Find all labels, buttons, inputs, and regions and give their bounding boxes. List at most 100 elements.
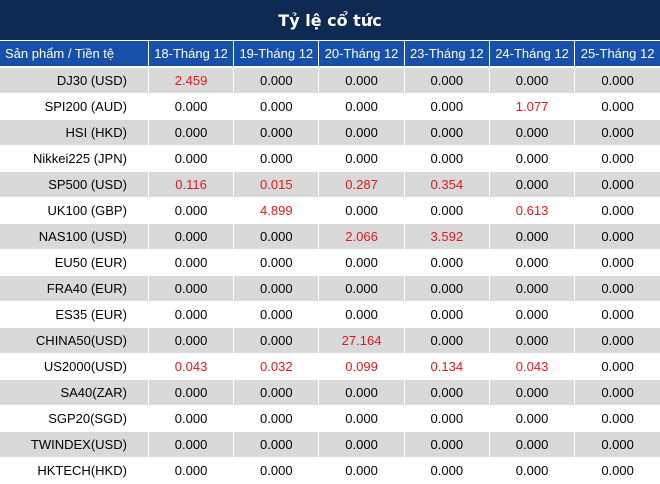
dividend-value-cell: 0.354 [404,171,490,198]
product-cell: DJ30 (USD) [0,67,149,94]
dividend-value-cell: 0.000 [574,275,660,302]
header-date: 25-Tháng 12 [574,41,660,68]
dividend-value-cell: 0.000 [318,145,405,172]
product-cell: ES35 (EUR) [0,301,149,328]
dividend-value-cell: 0.000 [233,275,320,302]
dividend-value-cell: 0.000 [404,93,490,120]
dividend-value-cell: 0.000 [574,171,660,198]
dividend-value-cell: 0.099 [318,353,405,380]
dividend-value-cell: 0.000 [233,93,320,120]
product-cell: US2000(USD) [0,353,149,380]
dividend-value-cell: 27.164 [318,327,405,354]
dividend-value-cell: 0.000 [489,171,576,198]
dividend-value-cell: 0.043 [489,353,576,380]
dividend-value-cell: 0.000 [148,119,235,146]
dividend-value-cell: 0.000 [148,197,235,224]
table-row: SA40(ZAR) 0.000 0.000 0.000 0.000 0.000 0.000 [0,379,660,406]
dividend-value-cell: 0.000 [148,145,235,172]
dividend-value-cell: 0.000 [318,457,405,484]
dividend-value-cell: 0.032 [233,353,320,380]
dividend-value-cell: 0.000 [148,223,235,250]
table-row: HSI (HKD) 0.000 0.000 0.000 0.000 0.000 0.000 [0,119,660,146]
dividend-value-cell: 0.000 [233,457,320,484]
header-date: 23-Tháng 12 [404,41,490,68]
product-cell: NAS100 (USD) [0,223,149,250]
product-cell: SGP20(SGD) [0,405,149,432]
dividend-value-cell: 0.000 [233,223,320,250]
dividend-value-cell: 0.000 [404,431,490,458]
product-cell: HSI (HKD) [0,119,149,146]
table-row: SGP20(SGD) 0.000 0.000 0.000 0.000 0.000 0.000 [0,405,660,432]
dividend-value-cell: 0.000 [574,457,660,484]
dividend-value-cell: 0.000 [574,379,660,406]
dividend-value-cell: 0.000 [148,275,235,302]
dividend-value-cell: 0.000 [404,67,490,94]
dividend-value-cell: 0.000 [233,119,320,146]
dividend-value-cell: 0.000 [574,145,660,172]
dividend-value-cell: 0.000 [489,275,576,302]
dividend-value-cell: 0.000 [148,457,235,484]
dividend-value-cell: 0.000 [233,431,320,458]
dividend-value-cell: 0.000 [318,275,405,302]
table-row: NAS100 (USD) 0.000 0.000 2.066 3.592 0.000 0.0… [0,223,660,250]
header-row: Sản phẩm / Tiền tệ 18-Tháng 12 19-Tháng … [0,41,660,68]
dividend-value-cell: 0.000 [233,379,320,406]
dividend-value-cell: 0.000 [318,119,405,146]
dividend-value-cell: 0.043 [148,353,235,380]
dividend-value-cell: 0.000 [489,301,576,328]
dividend-value-cell: 0.000 [489,405,576,432]
dividend-value-cell: 0.000 [318,301,405,328]
product-cell: UK100 (GBP) [0,197,149,224]
dividend-value-cell: 0.000 [318,93,405,120]
dividend-value-cell: 0.000 [233,145,320,172]
dividend-value-cell: 0.000 [404,145,490,172]
header-date: 24-Tháng 12 [489,41,576,68]
product-cell: EU50 (EUR) [0,249,149,276]
table-row: CHINA50(USD) 0.000 0.000 27.164 0.000 0.000 0.… [0,327,660,354]
table-row: SP500 (USD) 0.116 0.015 0.287 0.354 0.000 0.00… [0,171,660,198]
dividend-value-cell: 0.000 [574,405,660,432]
dividend-value-cell: 0.000 [404,119,490,146]
dividend-value-cell: 0.000 [404,379,490,406]
table-row: FRA40 (EUR) 0.000 0.000 0.000 0.000 0.000 0.00… [0,275,660,302]
table-row: Nikkei225 (JPN) 0.000 0.000 0.000 0.000 0.000… [0,145,660,172]
dividend-value-cell: 0.000 [148,327,235,354]
dividend-value-cell: 0.000 [574,301,660,328]
dividend-value-cell: 0.000 [574,119,660,146]
dividend-value-cell: 0.000 [148,93,235,120]
dividend-value-cell: 0.000 [489,379,576,406]
table-row: EU50 (EUR) 0.000 0.000 0.000 0.000 0.000 0.000 [0,249,660,276]
product-cell: SPI200 (AUD) [0,93,149,120]
product-cell: FRA40 (EUR) [0,275,149,302]
table-title: Tỷ lệ cổ tức [0,0,660,41]
dividend-value-cell: 2.459 [148,67,235,94]
dividend-value-cell: 0.000 [148,379,235,406]
dividend-value-cell: 0.000 [318,431,405,458]
table-row: UK100 (GBP) 0.000 4.899 0.000 0.000 0.613 0.00… [0,197,660,224]
dividend-value-cell: 0.000 [489,223,576,250]
dividend-value-cell: 0.000 [233,327,320,354]
header-date: 20-Tháng 12 [318,41,405,68]
dividend-value-cell: 0.000 [148,301,235,328]
dividend-value-cell: 0.000 [574,197,660,224]
dividend-value-cell: 0.000 [404,327,490,354]
table-row: ES35 (EUR) 0.000 0.000 0.000 0.000 0.000 0.000 [0,301,660,328]
dividend-value-cell: 0.000 [318,379,405,406]
dividend-value-cell: 0.613 [489,197,576,224]
dividend-value-cell: 0.000 [318,405,405,432]
dividend-value-cell: 0.000 [574,223,660,250]
product-cell: TWINDEX(USD) [0,431,149,458]
product-cell: CHINA50(USD) [0,327,149,354]
dividend-value-cell: 0.015 [233,171,320,198]
dividend-value-cell: 2.066 [318,223,405,250]
header-date: 19-Tháng 12 [233,41,320,68]
dividend-value-cell: 0.116 [148,171,235,198]
dividend-value-cell: 0.134 [404,353,490,380]
dividend-value-cell: 0.000 [148,249,235,276]
dividend-value-cell: 0.000 [404,405,490,432]
header-product: Sản phẩm / Tiền tệ [0,41,149,68]
dividend-value-cell: 0.000 [489,327,576,354]
dividend-value-cell: 0.000 [574,353,660,380]
dividend-value-cell: 0.000 [318,197,405,224]
